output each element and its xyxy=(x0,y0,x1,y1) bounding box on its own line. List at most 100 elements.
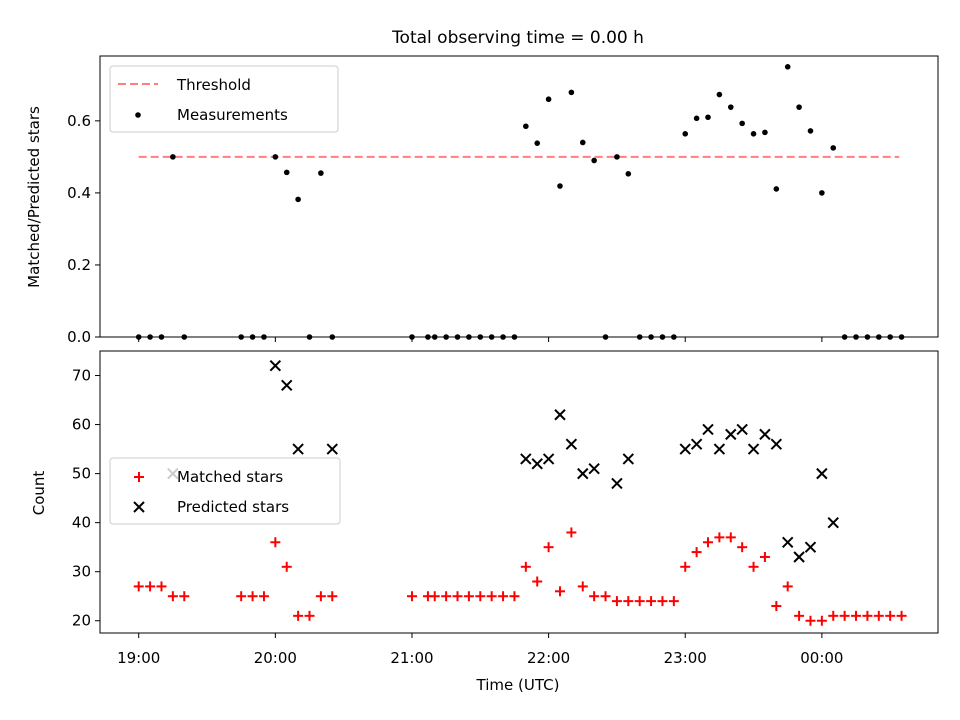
matched-point xyxy=(885,610,896,621)
ratio-panel: 0.0 0.2 0.4 0.6 Matched/Predicted stars Thr… xyxy=(25,55,939,346)
count-y-tick-label: 40 xyxy=(72,514,91,532)
matched-point xyxy=(486,591,497,602)
measurements-legend-label: Measurements xyxy=(177,106,288,124)
count-x-tick-label: 20:00 xyxy=(254,649,297,667)
count-x-tick-label: 21:00 xyxy=(390,649,433,667)
ratio-legend-box xyxy=(109,65,339,133)
matched-point xyxy=(554,586,565,597)
matched-point xyxy=(862,610,873,621)
measurement-point xyxy=(784,64,791,70)
matched-point xyxy=(304,610,315,621)
predicted-point xyxy=(827,516,839,529)
predicted-point xyxy=(816,467,828,480)
matched-point xyxy=(873,610,884,621)
ratio-y-tick-label: 0.6 xyxy=(67,112,91,130)
matched-point xyxy=(703,537,714,548)
measurement-point xyxy=(705,114,711,121)
matched-point xyxy=(566,527,577,538)
predicted-point xyxy=(781,536,794,548)
count-y-ticks: 20 30 40 50 60 70 xyxy=(72,367,100,630)
count-panel: 20 30 40 50 60 70 19:00 20:00 21:00 22:00 23:00 00… xyxy=(30,350,939,694)
measurement-point xyxy=(693,115,700,122)
measurement-point xyxy=(773,186,780,192)
matched-point xyxy=(896,610,907,621)
measurement-point xyxy=(796,104,802,110)
matched-point xyxy=(167,591,178,602)
matched-point xyxy=(179,591,190,602)
count-y-tick-label: 70 xyxy=(72,367,91,385)
matched-point xyxy=(258,591,269,602)
predicted-point xyxy=(269,360,282,372)
matched-point xyxy=(406,591,417,602)
count-x-tick-label: 23:00 xyxy=(664,649,707,667)
matched-point xyxy=(816,615,827,626)
measurement-point xyxy=(716,91,723,98)
count-y-tick-label: 60 xyxy=(72,416,91,434)
matched-point xyxy=(315,591,326,602)
predicted-point xyxy=(565,438,578,450)
ratio-y-tick-label: 0.2 xyxy=(67,256,91,274)
measurement-point xyxy=(545,96,552,103)
measurement-point xyxy=(170,154,176,160)
matched-point xyxy=(839,610,850,621)
measurement-point xyxy=(807,128,814,134)
matched-point xyxy=(828,610,839,621)
measurement-point xyxy=(318,170,324,176)
count-x-tick-label: 00:00 xyxy=(800,649,843,667)
ratio-y-tick-label: 0.4 xyxy=(67,184,91,202)
matched-point xyxy=(463,591,474,602)
count-y-tick-label: 50 xyxy=(72,465,91,483)
predicted-point xyxy=(793,551,805,563)
matched-point xyxy=(441,591,452,602)
matched-point xyxy=(600,591,611,602)
count-y-tick-label: 30 xyxy=(72,563,91,581)
predicted-point xyxy=(622,453,635,465)
matched-point xyxy=(725,532,736,543)
ratio-legend: Threshold Measurements xyxy=(109,65,339,133)
matched-point xyxy=(782,581,793,592)
predicted-legend-marker xyxy=(133,501,145,513)
matched-point xyxy=(133,581,144,592)
matched-point xyxy=(794,610,805,621)
predicted-point xyxy=(554,409,566,421)
count-x-tick-label: 19:00 xyxy=(117,649,160,667)
matched-legend-marker xyxy=(134,472,144,482)
matched-point xyxy=(452,591,463,602)
predicted-point xyxy=(679,443,691,455)
matched-point xyxy=(281,561,292,572)
matched-point xyxy=(714,532,725,543)
measurement-point xyxy=(534,140,541,146)
matched-point xyxy=(236,591,247,602)
matched-legend-label: Matched stars xyxy=(177,468,283,486)
measurement-point xyxy=(830,145,837,151)
count-plot-area xyxy=(133,360,907,626)
matched-point xyxy=(623,596,634,607)
matched-point xyxy=(543,542,554,553)
predicted-point xyxy=(281,379,293,392)
predicted-point xyxy=(690,438,703,450)
matched-point xyxy=(475,591,486,602)
matched-point xyxy=(737,542,748,553)
matched-point xyxy=(668,596,679,607)
predicted-point xyxy=(588,462,600,475)
matched-point xyxy=(293,610,304,621)
x-axis-label: Time (UTC) xyxy=(476,676,560,694)
measurement-point xyxy=(591,157,597,164)
matched-point xyxy=(771,601,782,612)
matched-point xyxy=(509,591,520,602)
ratio-y-ticks: 0.0 0.2 0.4 0.6 xyxy=(67,112,100,346)
measurement-point xyxy=(283,169,290,176)
matched-point xyxy=(327,591,338,602)
measurement-point xyxy=(682,131,689,137)
matched-point xyxy=(611,596,622,607)
matched-point xyxy=(577,581,588,592)
count-x-tick-label: 22:00 xyxy=(527,649,570,667)
count-axes-frame xyxy=(99,350,939,634)
measurement-point xyxy=(523,123,529,130)
matched-point xyxy=(646,596,657,607)
predicted-point xyxy=(520,453,532,465)
count-y-tick-label: 20 xyxy=(72,612,91,630)
measurement-point xyxy=(750,131,757,137)
matched-point xyxy=(748,561,759,572)
